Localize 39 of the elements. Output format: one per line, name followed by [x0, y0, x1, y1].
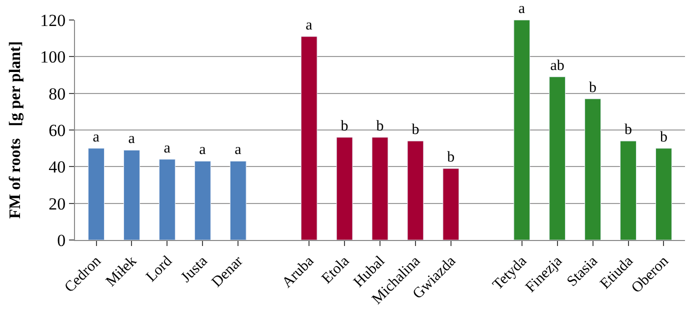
x-tick-label: Justa — [178, 253, 212, 286]
data-label: a — [92, 129, 100, 146]
bar — [549, 76, 566, 240]
bar — [442, 168, 460, 240]
y-tick-label: 0 — [57, 230, 66, 250]
data-label: a — [306, 18, 313, 34]
y-tick-label: 100 — [40, 48, 66, 67]
bar — [514, 20, 530, 240]
y-tick-label: 40 — [48, 158, 66, 177]
data-label: a — [234, 142, 242, 158]
y-axis-title: FM of roots [g per plant] — [7, 41, 24, 219]
y-tick-label: 120 — [40, 10, 66, 30]
bar — [620, 140, 636, 240]
data-label: a — [518, 1, 526, 17]
bar — [584, 98, 602, 240]
data-label: b — [624, 122, 632, 138]
data-label: b — [589, 80, 597, 96]
data-label: b — [660, 129, 668, 146]
data-label: b — [376, 118, 384, 134]
bar — [88, 148, 105, 240]
data-label: a — [164, 140, 171, 156]
bar — [124, 150, 140, 240]
data-label: ab — [550, 58, 564, 74]
data-label: a — [199, 142, 206, 158]
y-tick-label: 80 — [48, 84, 66, 104]
data-label: a — [128, 131, 136, 148]
bar — [655, 148, 672, 240]
data-label: b — [412, 122, 420, 138]
bar — [194, 160, 211, 240]
bar — [230, 160, 246, 240]
data-label: b — [447, 150, 455, 166]
y-tick-label: 20 — [48, 194, 66, 214]
bar — [336, 137, 353, 240]
bar — [372, 137, 388, 240]
bar — [300, 36, 318, 240]
data-label: b — [340, 118, 348, 134]
y-tick-label: 60 — [48, 120, 66, 140]
bar — [407, 140, 424, 240]
bar — [158, 159, 176, 240]
